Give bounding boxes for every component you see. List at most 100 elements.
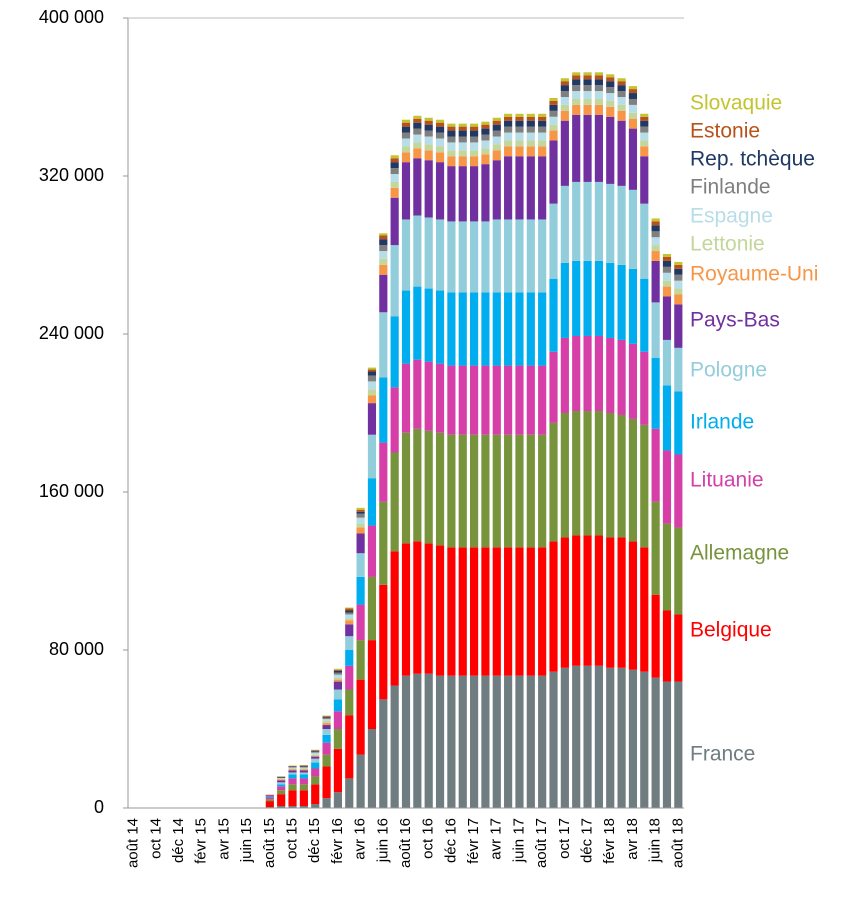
bar-segment xyxy=(322,718,331,720)
bar-segment xyxy=(277,794,286,807)
bar-segment xyxy=(504,120,513,127)
bar-segment xyxy=(447,126,456,131)
bar-segment xyxy=(662,272,672,281)
bar-segment xyxy=(549,104,558,111)
x-tick-label: déc 15 xyxy=(306,818,323,863)
bar-segment xyxy=(265,796,274,798)
bar-segment xyxy=(367,389,377,396)
bar-segment xyxy=(651,677,660,808)
legend-label: Estonie xyxy=(690,120,760,143)
bar-segment xyxy=(390,387,399,453)
bar-segment xyxy=(435,545,445,676)
bar-segment xyxy=(469,136,479,143)
bar-segment xyxy=(367,478,377,526)
bar-segment xyxy=(594,75,603,80)
bar-segment xyxy=(662,385,672,451)
bar-segment xyxy=(322,742,331,755)
bar-segment xyxy=(674,614,683,682)
bar-segment xyxy=(606,337,615,413)
bar-segment xyxy=(640,156,649,204)
bar-segment xyxy=(379,235,388,240)
y-tick-label: 240 000 xyxy=(39,323,104,343)
bar-segment xyxy=(322,719,331,722)
bar-segment xyxy=(617,91,626,97)
bar-segment xyxy=(515,156,524,220)
bar-segment xyxy=(628,93,638,99)
bar-segment xyxy=(504,140,513,147)
bar-segment xyxy=(606,87,615,94)
bar-segment xyxy=(333,681,343,690)
bar-segment xyxy=(617,339,626,415)
bar-segment xyxy=(662,286,672,297)
bar-segment xyxy=(549,541,558,672)
bar-segment xyxy=(674,274,683,281)
bar-segment xyxy=(299,767,308,769)
bar-segment xyxy=(469,166,479,222)
x-tick-label: avr 16 xyxy=(352,818,369,860)
bar-segment xyxy=(469,156,479,167)
bar-segment xyxy=(367,381,377,390)
bar-segment xyxy=(265,794,274,796)
bar-segment xyxy=(549,351,558,423)
bar-segment xyxy=(504,675,513,808)
bar-segment xyxy=(560,91,569,97)
bar-segment xyxy=(572,85,581,92)
bar-segment xyxy=(628,343,638,419)
bar-segment xyxy=(628,98,638,105)
bar-segment xyxy=(367,525,377,577)
bar-segment xyxy=(526,547,535,676)
bar-segment xyxy=(367,434,377,479)
bar-segment xyxy=(572,411,581,536)
bar-segment xyxy=(572,181,581,261)
bar-segment xyxy=(311,750,320,752)
bar-segment xyxy=(367,640,377,729)
bar-segment xyxy=(379,239,388,246)
bar-segment xyxy=(447,365,456,435)
bar-segment xyxy=(538,132,547,141)
bar-segment xyxy=(311,762,320,769)
bar-segment xyxy=(469,130,479,137)
legend-label: Royaume-Uni xyxy=(690,263,818,286)
bar-segment xyxy=(469,142,479,151)
bar-segment xyxy=(356,507,365,510)
bar-segment xyxy=(447,547,456,676)
bar-segment xyxy=(345,624,354,637)
bar-segment xyxy=(265,799,274,802)
bar-segment xyxy=(367,375,377,382)
bar-segment xyxy=(322,716,331,718)
bar-segment xyxy=(288,768,297,770)
bar-segment xyxy=(277,790,286,795)
bar-segment xyxy=(299,766,308,768)
bar-segment xyxy=(572,335,581,412)
bar-segment xyxy=(424,430,433,544)
bar-segment xyxy=(662,339,672,386)
bar-segment xyxy=(379,442,388,502)
bar-segment xyxy=(572,114,581,182)
bar-segment xyxy=(356,754,365,808)
bar-segment xyxy=(390,168,399,175)
bar-segment xyxy=(288,769,297,771)
bar-segment xyxy=(583,79,592,86)
bar-segment xyxy=(367,367,377,370)
bar-segment xyxy=(549,116,558,125)
bar-segment xyxy=(311,776,320,785)
bar-segment xyxy=(435,146,445,153)
bar-segment xyxy=(277,777,286,779)
bar-segment xyxy=(367,729,377,808)
bar-segment xyxy=(322,717,331,719)
bar-segment xyxy=(435,219,445,291)
bar-segment xyxy=(515,116,524,121)
bar-segment xyxy=(401,146,411,153)
x-tick-label: févr 16 xyxy=(329,818,346,864)
bar-segment xyxy=(424,288,433,362)
bar-segment xyxy=(526,146,535,157)
bar-segment xyxy=(288,767,297,769)
bar-segment xyxy=(311,752,320,755)
bar-segment xyxy=(435,162,445,220)
bar-segment xyxy=(504,132,513,141)
bar-segment xyxy=(379,312,388,378)
bar-segment xyxy=(526,675,535,808)
bar-segment xyxy=(424,361,433,431)
bar-segment xyxy=(379,233,388,236)
bar-segment xyxy=(572,104,581,115)
